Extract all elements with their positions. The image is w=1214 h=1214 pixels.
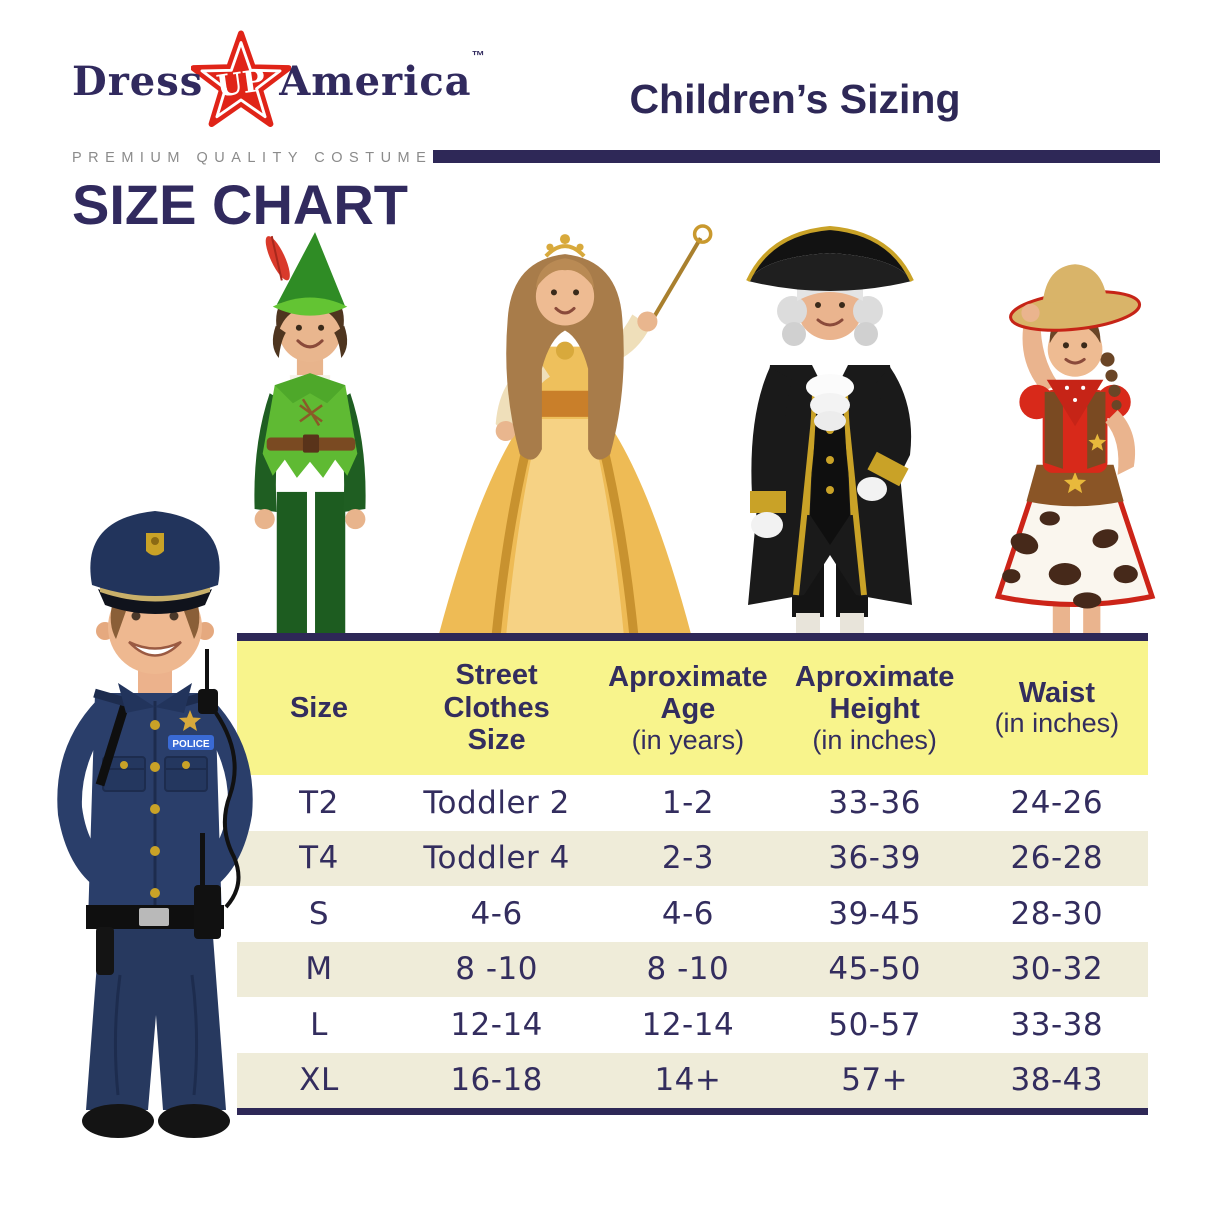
size-table: Size Street Clothes Size Aproximate Age … xyxy=(237,633,1148,1115)
cell-age: 8 -10 xyxy=(646,951,730,988)
logo-star-icon: UP xyxy=(191,30,292,127)
logo-star-text: UP xyxy=(215,63,268,104)
cell-waist: 30-32 xyxy=(1010,951,1104,988)
cell-age: 2-3 xyxy=(661,840,714,877)
cell-age: 4-6 xyxy=(661,895,714,932)
cell-size: M xyxy=(305,951,333,988)
cell-age: 14+ xyxy=(654,1062,722,1099)
cell-size: S xyxy=(308,895,330,932)
cell-height: 36-39 xyxy=(828,840,921,877)
size-chart-heading: SIZE CHART xyxy=(72,173,408,236)
table-row-xl: XL 16-18 14+ 57+ 38-43 xyxy=(237,1052,1148,1108)
table-row-m: M 8 -10 8 -10 45-50 30-32 xyxy=(237,941,1148,997)
logo-word-america: America xyxy=(279,57,472,105)
princess-costume-photo xyxy=(437,224,713,641)
cell-street: 8 -10 xyxy=(455,951,538,988)
cell-waist: 28-30 xyxy=(1010,895,1104,932)
police-costume-photo: POLICE xyxy=(57,511,253,1138)
cell-waist: 33-38 xyxy=(1010,1006,1104,1043)
table-row-t2: T2 Toddler 2 1-2 33-36 24-26 xyxy=(237,775,1148,831)
cell-waist: 26-28 xyxy=(1010,840,1104,877)
brand-logo: Dress UP America ™ PREMIUM QUALITY COSTU… xyxy=(72,22,485,237)
cell-height: 39-45 xyxy=(828,895,921,932)
police-chest-patch-label: POLICE xyxy=(172,739,210,750)
cell-street: Toddler 2 xyxy=(423,784,570,821)
cell-street: 12-14 xyxy=(450,1006,543,1043)
cell-size: T4 xyxy=(299,840,339,877)
table-row-l: L 12-14 12-14 50-57 33-38 xyxy=(237,997,1148,1053)
page-title: Children’s Sizing xyxy=(629,76,961,122)
cell-height: 45-50 xyxy=(828,951,921,988)
cell-age: 12-14 xyxy=(641,1006,735,1043)
column-header-waist: Waist (in inches) xyxy=(994,676,1120,739)
cell-age: 1-2 xyxy=(661,784,714,821)
logo-trademark: ™ xyxy=(471,48,485,63)
cell-size: T2 xyxy=(299,784,339,821)
colonial-costume-photo xyxy=(746,225,914,645)
title-underline xyxy=(433,150,1160,163)
logo-tagline: PREMIUM QUALITY COSTUMES xyxy=(72,150,449,166)
column-header-size: Size xyxy=(289,691,348,724)
column-header-approximate-age: Aproximate Age (in years) xyxy=(608,660,768,755)
brand-logo-wordmark: Dress UP America ™ xyxy=(72,22,485,140)
peter-pan-costume-photo xyxy=(254,232,366,645)
column-header-approximate-height: Aproximate Height (in inches) xyxy=(794,660,955,755)
cell-height: 57+ xyxy=(841,1062,909,1099)
cell-size: L xyxy=(310,1006,328,1043)
cell-street: 16-18 xyxy=(450,1062,543,1099)
table-top-border xyxy=(237,633,1148,641)
column-header-street-clothes-size: Street Clothes Size xyxy=(443,659,550,757)
cell-height: 33-36 xyxy=(828,784,921,821)
cell-waist: 38-43 xyxy=(1010,1062,1104,1099)
cell-street: Toddler 4 xyxy=(423,840,570,877)
table-bottom-border xyxy=(237,1108,1148,1115)
cell-waist: 24-26 xyxy=(1010,784,1104,821)
cell-size: XL xyxy=(299,1062,339,1099)
cell-street: 4-6 xyxy=(470,895,523,932)
logo-word-dress: Dress xyxy=(72,57,204,105)
table-row-s: S 4-6 4-6 39-45 28-30 xyxy=(237,886,1148,942)
cell-height: 50-57 xyxy=(828,1006,921,1043)
table-header-row: Size Street Clothes Size Aproximate Age … xyxy=(237,641,1148,775)
cowgirl-costume-photo xyxy=(994,264,1156,645)
costume-photos-strip xyxy=(210,212,1185,645)
table-row-t4: T4 Toddler 4 2-3 36-39 26-28 xyxy=(237,830,1148,886)
